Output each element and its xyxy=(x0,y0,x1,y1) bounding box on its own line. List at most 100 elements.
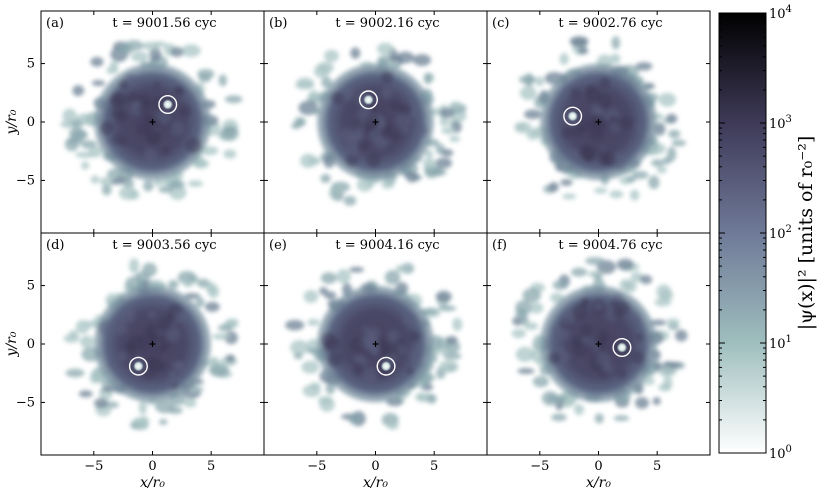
x-axis-label: x/r₀ xyxy=(140,475,165,491)
colorbar-tick-label: 101 xyxy=(769,334,792,352)
density-speckle xyxy=(662,375,673,391)
density-field xyxy=(285,262,463,430)
density-speckle xyxy=(452,317,463,332)
density-texture xyxy=(165,327,181,343)
density-texture xyxy=(179,310,191,322)
panel-time-label: t = 9002.76 cyc xyxy=(558,16,662,31)
density-speckle xyxy=(223,127,237,135)
density-texture xyxy=(381,70,394,84)
x-tick-label: 0 xyxy=(148,459,156,474)
density-speckle xyxy=(138,400,147,415)
panel-id-label: (a) xyxy=(46,16,64,31)
density-texture xyxy=(366,153,381,168)
density-speckle xyxy=(183,280,193,288)
density-speckle xyxy=(424,149,434,159)
density-speckle xyxy=(325,381,336,395)
density-texture xyxy=(409,97,419,107)
density-speckle xyxy=(321,76,332,89)
panel-d: (d) t = 9003.56 cyc −5 0 5 x/r₀ −5 0 5 y/r₀ xyxy=(4,232,265,491)
density-speckle xyxy=(65,368,85,378)
density-speckle xyxy=(285,319,305,331)
panel-time-label: t = 9004.16 cyc xyxy=(335,238,439,253)
density-speckle xyxy=(654,298,672,307)
colorbar-tick-label: 100 xyxy=(769,444,792,462)
density-speckle xyxy=(426,393,437,404)
density-texture xyxy=(342,88,355,101)
density-texture xyxy=(406,367,415,376)
density-speckle xyxy=(439,115,449,127)
density-speckle xyxy=(515,300,533,316)
density-speckle xyxy=(324,291,337,300)
panel-b: (b) t = 9002.16 cyc xyxy=(263,10,488,234)
x-tick-label: 5 xyxy=(430,459,438,474)
density-texture xyxy=(114,322,128,336)
vortex-marker-circle xyxy=(612,338,632,358)
density-speckle xyxy=(593,273,603,281)
density-texture xyxy=(581,297,589,305)
y-tick-label: 5 xyxy=(27,279,35,294)
density-speckle xyxy=(435,157,453,169)
density-speckle xyxy=(548,181,559,192)
y-tick-label: 0 xyxy=(27,115,35,130)
density-speckle xyxy=(560,179,573,186)
density-texture xyxy=(596,93,612,109)
density-texture xyxy=(551,325,559,333)
density-speckle xyxy=(195,297,205,308)
density-speckle xyxy=(187,180,204,187)
density-texture xyxy=(349,337,365,353)
density-texture xyxy=(107,360,115,368)
density-speckle xyxy=(644,82,655,90)
density-speckle xyxy=(381,179,395,189)
density-texture xyxy=(562,313,575,326)
density-speckle xyxy=(635,62,653,71)
colorbar: 100 101 102 103 104 |ψ(x)|² [units of r₀⁻²] xyxy=(718,4,817,462)
density-texture xyxy=(377,340,391,354)
density-speckle xyxy=(122,178,135,189)
bright-spot xyxy=(616,342,628,353)
density-speckle xyxy=(562,193,577,200)
density-speckle xyxy=(181,44,201,57)
density-texture xyxy=(173,85,183,95)
density-speckle xyxy=(301,360,320,374)
center-cross-marker xyxy=(595,119,602,125)
density-texture xyxy=(591,146,603,158)
density-speckle xyxy=(632,170,649,180)
density-texture xyxy=(324,336,340,352)
density-speckle xyxy=(441,127,456,135)
density-speckle xyxy=(118,186,137,200)
density-speckle xyxy=(94,398,108,409)
density-speckle xyxy=(69,127,86,140)
density-texture xyxy=(391,131,401,141)
density-speckle xyxy=(405,171,419,183)
density-speckle xyxy=(438,305,457,312)
density-texture xyxy=(557,327,571,341)
density-speckle xyxy=(585,256,605,265)
density-speckle xyxy=(158,186,174,194)
colorbar-ticks: 100 101 102 103 104 xyxy=(719,4,792,462)
density-texture xyxy=(98,320,114,336)
density-texture xyxy=(395,112,411,129)
panel-time-label: t = 9001.56 cyc xyxy=(112,16,216,31)
bright-spot xyxy=(363,94,374,106)
density-speckle xyxy=(412,54,431,67)
density-texture xyxy=(111,91,128,108)
density-texture xyxy=(382,126,394,138)
density-speckle xyxy=(302,384,321,398)
density-speckle xyxy=(168,184,187,200)
bright-spot xyxy=(162,99,174,110)
density-speckle xyxy=(78,390,93,398)
density-texture xyxy=(571,340,588,357)
density-texture xyxy=(612,307,625,320)
density-speckle xyxy=(395,264,408,273)
density-texture xyxy=(569,87,581,99)
density-speckle xyxy=(226,318,239,326)
density-speckle xyxy=(212,333,231,340)
density-speckle xyxy=(62,108,77,123)
density-speckle xyxy=(559,53,569,65)
density-speckle xyxy=(524,73,534,87)
density-speckle xyxy=(594,413,604,424)
density-speckle xyxy=(197,68,215,79)
colorbar-tick-label: 103 xyxy=(769,114,792,132)
density-speckle xyxy=(224,95,243,104)
x-tick-label: 0 xyxy=(594,459,602,474)
